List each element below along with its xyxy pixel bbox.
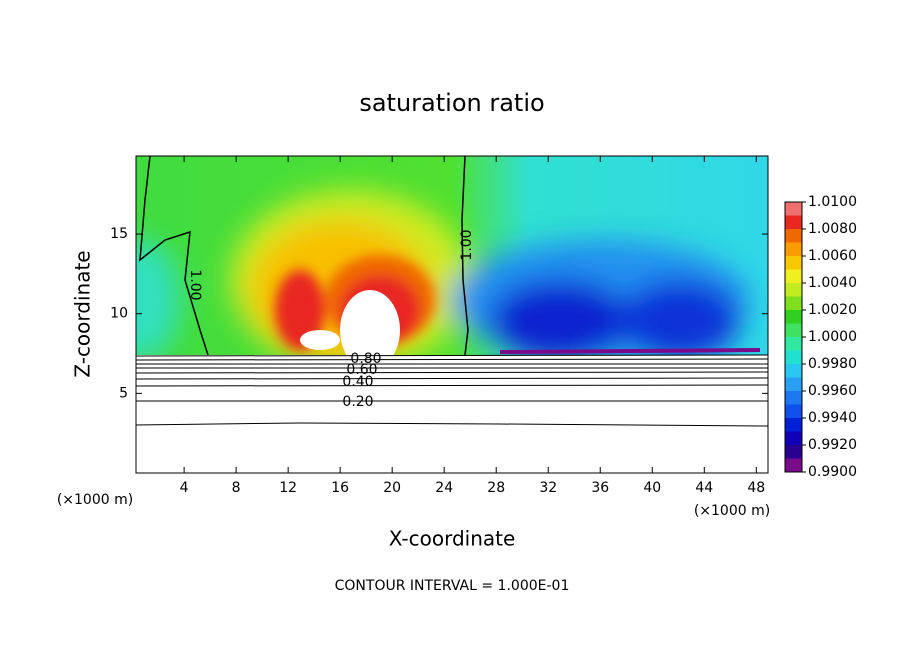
x-unit-label: (×1000 m) (57, 492, 133, 508)
footer-note: CONTOUR INTERVAL = 1.000E-01 (335, 578, 570, 594)
y-tick-label: 5 (119, 385, 128, 401)
colorbar-swatch (785, 337, 802, 351)
x-unit-label: (×1000 m) (694, 503, 770, 519)
colorbar-swatch (785, 242, 802, 256)
x-tick-label: 44 (695, 480, 713, 496)
colorbar-swatch (785, 377, 802, 391)
x-tick-label: 4 (180, 480, 189, 496)
colorbar-swatch (785, 296, 802, 310)
x-tick-label: 48 (747, 480, 765, 496)
colorbar-tick-label: 1.0100 (808, 194, 857, 210)
colorbar-tick-label: 1.0060 (808, 248, 857, 264)
contour-label: 0.40 (342, 374, 373, 390)
contour-label: 0.60 (346, 362, 377, 378)
colorbar-swatch (785, 391, 802, 405)
colorbar-tick-label: 0.9960 (808, 383, 857, 399)
colorbar-swatch (785, 364, 802, 378)
y-axis-label: Z-coordinate (71, 250, 95, 377)
colorbar-swatch (785, 431, 802, 445)
chart-title: saturation ratio (359, 89, 544, 117)
colorbar-swatch (785, 458, 802, 472)
y-tick-label: 10 (110, 306, 128, 322)
colorbar-tick-label: 0.9980 (808, 356, 857, 372)
colorbar-swatch (785, 202, 802, 216)
colorbar-tick-label: 0.9900 (808, 464, 857, 480)
colorbar-swatch (785, 269, 802, 283)
colorbar-swatch (785, 229, 802, 243)
contour-label: 0.80 (350, 351, 381, 367)
x-tick-label: 28 (487, 480, 505, 496)
x-tick-label: 12 (279, 480, 297, 496)
field (136, 156, 768, 473)
colorbar-swatch (785, 445, 802, 459)
colorbar-tick-label: 0.9940 (808, 410, 857, 426)
contour-label: 1.00 (187, 269, 203, 300)
y-tick-label: 15 (110, 226, 128, 242)
colorbar-tick-label: 1.0020 (808, 302, 857, 318)
x-tick-label: 32 (539, 480, 557, 496)
colorbar-tick-label: 0.9920 (808, 437, 857, 453)
x-tick-label: 40 (643, 480, 661, 496)
colorbar-swatch (785, 283, 802, 297)
x-tick-label: 8 (232, 480, 241, 496)
x-axis-label: X-coordinate (389, 527, 516, 551)
colorbar-swatch (785, 323, 802, 337)
colorbar-swatch (785, 310, 802, 324)
colorbar-swatch (785, 256, 802, 270)
plot-frame (135, 155, 769, 474)
x-tick-label: 20 (383, 480, 401, 496)
colorbar-swatch (785, 350, 802, 364)
x-tick-label: 36 (591, 480, 609, 496)
colorbar-tick-label: 1.0000 (808, 329, 857, 345)
colorbar-swatch (785, 404, 802, 418)
x-tick-label: 24 (435, 480, 453, 496)
colorbar-swatch (785, 215, 802, 229)
x-tick-label: 16 (331, 480, 349, 496)
colorbar-swatch (785, 418, 802, 432)
contour-label: 1.00 (459, 229, 475, 260)
colorbar-tick-label: 1.0080 (808, 221, 857, 237)
contour-label: 0.20 (342, 394, 373, 410)
colorbar-tick-label: 1.0040 (808, 275, 857, 291)
